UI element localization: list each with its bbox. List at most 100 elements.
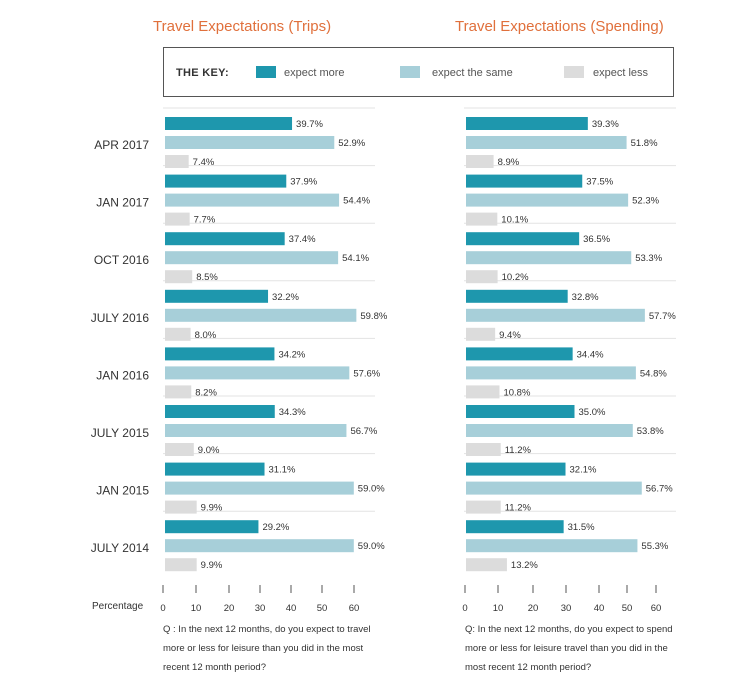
data-label: 34.2% — [278, 349, 305, 360]
x-tick-label: 40 — [286, 603, 297, 614]
data-label: 10.2% — [502, 272, 529, 283]
data-label: 39.7% — [296, 119, 323, 130]
x-tick-label: 0 — [462, 603, 467, 614]
bar-expect-the-same — [466, 539, 638, 553]
data-label: 8.5% — [196, 272, 218, 283]
data-label: 52.3% — [632, 196, 659, 207]
category-label: JULY 2015 — [91, 426, 150, 440]
bar-expect-the-same — [165, 308, 357, 322]
data-label: 56.7% — [350, 426, 377, 437]
data-label: 36.5% — [583, 234, 610, 245]
bar-expect-the-same — [466, 366, 636, 380]
data-label: 31.5% — [568, 522, 595, 533]
question-note-spending: Q: In the next 12 months, do you expect … — [465, 624, 673, 673]
bar-expect-less — [165, 212, 190, 226]
data-label: 8.2% — [195, 387, 217, 398]
bar-expect-more — [466, 520, 564, 534]
legend-label-expect-same: expect the same — [432, 67, 513, 79]
data-label: 59.0% — [358, 484, 385, 495]
data-label: 53.3% — [635, 253, 662, 264]
category-label: APR 2017 — [94, 138, 149, 152]
x-tick-label: 20 — [224, 603, 235, 614]
bar-expect-more — [466, 289, 568, 303]
bar-expect-less — [466, 385, 500, 399]
bar-expect-the-same — [165, 136, 335, 149]
question-note-trips: Q : In the next 12 months, do you expect… — [163, 624, 371, 673]
x-tick-label: 10 — [191, 603, 202, 614]
bar-expect-less — [165, 155, 189, 168]
data-label: 9.0% — [198, 445, 220, 456]
data-label: 54.4% — [343, 196, 370, 207]
bar-expect-the-same — [165, 366, 350, 380]
data-label: 32.2% — [272, 292, 299, 303]
data-label: 54.8% — [640, 368, 667, 379]
data-label: 29.2% — [262, 522, 289, 533]
data-label: 31.1% — [269, 465, 296, 476]
legend-title: THE KEY: — [176, 67, 229, 79]
bar-expect-more — [165, 174, 287, 188]
bar-expect-less — [165, 558, 197, 572]
legend-swatch-expect-less — [564, 66, 584, 78]
bar-expect-more — [466, 347, 573, 361]
x-tick-label: 60 — [349, 603, 360, 614]
bar-expect-less — [466, 270, 498, 284]
chart-title-trips: Travel Expectations (Trips) — [153, 18, 332, 35]
bar-expect-the-same — [466, 136, 627, 149]
bar-expect-the-same — [466, 308, 645, 322]
data-label: 8.0% — [195, 330, 217, 341]
bar-expect-the-same — [165, 481, 354, 495]
data-label: 9.4% — [499, 330, 521, 341]
x-tick-label: 50 — [622, 603, 633, 614]
bar-expect-less — [165, 327, 191, 341]
bar-expect-the-same — [466, 251, 632, 265]
legend-key: THE KEY: expect more expect the same exp… — [163, 47, 674, 97]
bar-expect-more — [466, 174, 583, 188]
chart-title-spending: Travel Expectations (Spending) — [455, 18, 664, 35]
bar-expect-more — [165, 289, 269, 303]
data-label: 34.4% — [577, 349, 604, 360]
data-label: 9.9% — [201, 503, 223, 514]
data-label: 8.9% — [498, 157, 520, 168]
legend-swatch-expect-more — [256, 66, 276, 78]
data-label: 10.1% — [501, 215, 528, 226]
data-label: 13.2% — [511, 560, 538, 571]
bar-expect-less — [466, 155, 494, 168]
bar-expect-more — [466, 232, 580, 246]
data-label: 32.1% — [570, 465, 597, 476]
legend-label-expect-more: expect more — [284, 67, 345, 79]
data-label: 37.4% — [289, 234, 316, 245]
bar-expect-more — [165, 347, 275, 361]
data-label: 37.9% — [290, 177, 317, 188]
bar-expect-the-same — [165, 424, 347, 437]
data-label: 11.2% — [505, 503, 532, 514]
category-label: JAN 2015 — [96, 484, 149, 498]
category-label: JAN 2017 — [96, 196, 149, 210]
x-tick-label: 30 — [255, 603, 266, 614]
x-tick-label: 10 — [493, 603, 504, 614]
data-label: 52.9% — [338, 138, 365, 149]
data-label: 35.0% — [579, 407, 606, 418]
data-label: 59.0% — [358, 541, 385, 552]
bar-expect-less — [165, 500, 197, 514]
bar-expect-less — [466, 558, 507, 572]
data-label: 39.3% — [592, 119, 619, 130]
bar-expect-more — [165, 462, 265, 476]
bar-expect-the-same — [466, 193, 629, 207]
bar-expect-more — [466, 462, 566, 476]
bar-expect-less — [165, 385, 192, 399]
legend-swatch-expect-same — [400, 66, 420, 78]
bar-expect-less — [466, 443, 501, 456]
bar-expect-less — [466, 212, 498, 226]
data-label: 11.2% — [505, 445, 532, 456]
x-tick-label: 50 — [317, 603, 328, 614]
legend-label-expect-less: expect less — [593, 67, 649, 79]
data-label: 57.6% — [353, 368, 380, 379]
data-label: 54.1% — [342, 253, 369, 264]
bar-expect-less — [466, 500, 501, 514]
bar-expect-the-same — [466, 424, 633, 437]
x-axis-label: Percentage — [92, 601, 144, 612]
bar-expect-the-same — [466, 481, 642, 495]
bar-expect-the-same — [165, 251, 339, 265]
data-label: 56.7% — [646, 484, 673, 495]
